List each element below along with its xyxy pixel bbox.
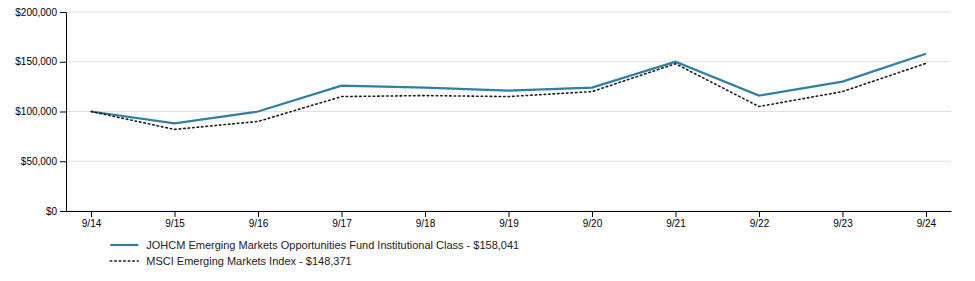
y-tick-mark [60, 12, 66, 13]
legend-swatch [110, 244, 138, 246]
x-tick-mark [258, 211, 259, 217]
y-tick-label: $50,000 [21, 156, 58, 167]
y-tick: $200,000 [15, 7, 66, 18]
x-tick-label: 9/21 [666, 218, 686, 229]
series-line [91, 54, 926, 124]
x-tick-mark [926, 211, 927, 217]
x-tick: 9/17 [332, 211, 352, 229]
x-tick-mark [842, 211, 843, 217]
x-tick: 9/19 [499, 211, 519, 229]
y-tick-label: $200,000 [15, 7, 57, 18]
x-tick: 9/21 [666, 211, 686, 229]
grid-line [66, 161, 951, 162]
x-tick-label: 9/22 [750, 218, 770, 229]
x-tick-mark [175, 211, 176, 217]
lines [91, 54, 926, 130]
x-tick-label: 9/18 [416, 218, 436, 229]
grid-line [66, 12, 951, 13]
y-tick-mark [60, 211, 66, 212]
chart-container: $0$50,000$100,000$150,000$200,0009/149/1… [0, 0, 975, 281]
x-tick-label: 9/20 [583, 218, 603, 229]
x-tick-mark [592, 211, 593, 217]
y-tick: $50,000 [21, 156, 66, 167]
x-tick-mark [425, 211, 426, 217]
x-tick-label: 9/16 [249, 218, 269, 229]
y-tick-mark [60, 161, 66, 162]
x-tick-label: 9/14 [82, 218, 102, 229]
legend-item: MSCI Emerging Markets Index - $148,371 [110, 255, 351, 267]
legend: JOHCM Emerging Markets Opportunities Fun… [110, 239, 519, 267]
y-axis: $0 $50,000 $100,000 $150,000 $200,000 [15, 7, 66, 217]
x-tick-mark [91, 211, 92, 217]
x-tick-mark [342, 211, 343, 217]
x-tick: 9/20 [583, 211, 603, 229]
grid-line [66, 61, 951, 62]
y-tick: $150,000 [15, 56, 66, 67]
x-tick: 9/22 [750, 211, 770, 229]
grid-line [66, 111, 951, 112]
x-tick-label: 9/19 [499, 218, 519, 229]
x-tick-label: 9/17 [332, 218, 352, 229]
x-tick-label: 9/23 [833, 218, 853, 229]
legend-item: JOHCM Emerging Markets Opportunities Fun… [110, 239, 519, 251]
x-tick: 9/15 [165, 211, 185, 229]
legend-swatch [110, 260, 138, 262]
y-axis-line [66, 13, 67, 212]
x-tick-label: 9/15 [165, 218, 185, 229]
grid [66, 12, 951, 211]
x-tick: 9/23 [833, 211, 853, 229]
x-tick-mark [675, 211, 676, 217]
x-tick: 9/18 [416, 211, 436, 229]
y-tick: $100,000 [15, 106, 66, 117]
y-tick-label: $0 [46, 206, 58, 217]
x-tick-mark [509, 211, 510, 217]
x-axis: 9/14 9/15 9/16 9/17 9/18 9/19 9/20 9/21 9/22 9/23… [67, 211, 952, 229]
y-tick-label: $150,000 [15, 56, 57, 67]
chart: $0$50,000$100,000$150,000$200,0009/149/1… [0, 0, 975, 281]
x-tick-label: 9/24 [917, 218, 937, 229]
y-tick-label: $100,000 [15, 106, 57, 117]
legend-label: MSCI Emerging Markets Index - $148,371 [146, 255, 351, 267]
y-tick: $0 [46, 206, 66, 217]
x-tick: 9/24 [917, 211, 937, 229]
y-tick-mark [60, 62, 66, 63]
x-tick-mark [759, 211, 760, 217]
x-tick: 9/14 [82, 211, 102, 229]
y-tick-mark [60, 112, 66, 113]
series-line [91, 63, 926, 129]
legend-label: JOHCM Emerging Markets Opportunities Fun… [146, 239, 519, 251]
plot: $0$50,000$100,000$150,000$200,0009/149/1… [15, 7, 951, 229]
x-tick: 9/16 [249, 211, 269, 229]
